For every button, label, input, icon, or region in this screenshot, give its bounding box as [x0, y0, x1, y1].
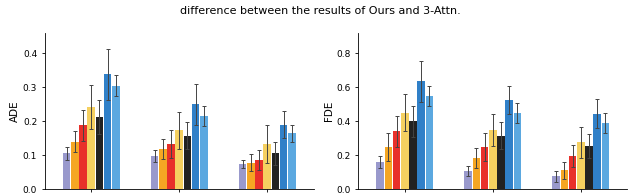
Bar — [200, 116, 207, 189]
Bar — [95, 117, 103, 189]
Bar — [159, 149, 166, 189]
Bar — [104, 74, 111, 189]
Bar — [271, 153, 279, 189]
Bar — [376, 162, 384, 189]
Bar — [577, 142, 584, 189]
Bar — [417, 81, 425, 189]
Bar — [247, 163, 255, 189]
Bar — [88, 107, 95, 189]
Bar — [472, 158, 480, 189]
Bar — [239, 164, 246, 189]
Bar — [514, 113, 521, 189]
Bar — [409, 121, 417, 189]
Bar — [280, 125, 287, 189]
Bar — [264, 144, 271, 189]
Bar — [489, 130, 497, 189]
Bar — [593, 114, 601, 189]
Bar — [151, 156, 158, 189]
Bar — [63, 153, 70, 189]
Bar — [112, 86, 120, 189]
Bar — [561, 170, 568, 189]
Bar — [465, 171, 472, 189]
Bar — [255, 160, 263, 189]
Bar — [497, 136, 505, 189]
Bar — [552, 176, 560, 189]
Bar — [481, 147, 488, 189]
Bar — [569, 156, 577, 189]
Bar — [602, 123, 609, 189]
Bar — [167, 144, 175, 189]
Bar — [71, 142, 79, 189]
Bar — [184, 136, 191, 189]
Bar — [585, 146, 593, 189]
Bar — [393, 131, 401, 189]
Y-axis label: FDE: FDE — [324, 101, 333, 121]
Bar — [175, 130, 183, 189]
Bar — [192, 104, 200, 189]
Text: difference between the results of Ours and 3-Attn.: difference between the results of Ours a… — [180, 6, 460, 16]
Bar — [506, 100, 513, 189]
Bar — [426, 96, 433, 189]
Bar — [385, 147, 392, 189]
Bar — [401, 113, 408, 189]
Bar — [79, 125, 87, 189]
Bar — [288, 133, 296, 189]
Y-axis label: ADE: ADE — [10, 100, 20, 122]
